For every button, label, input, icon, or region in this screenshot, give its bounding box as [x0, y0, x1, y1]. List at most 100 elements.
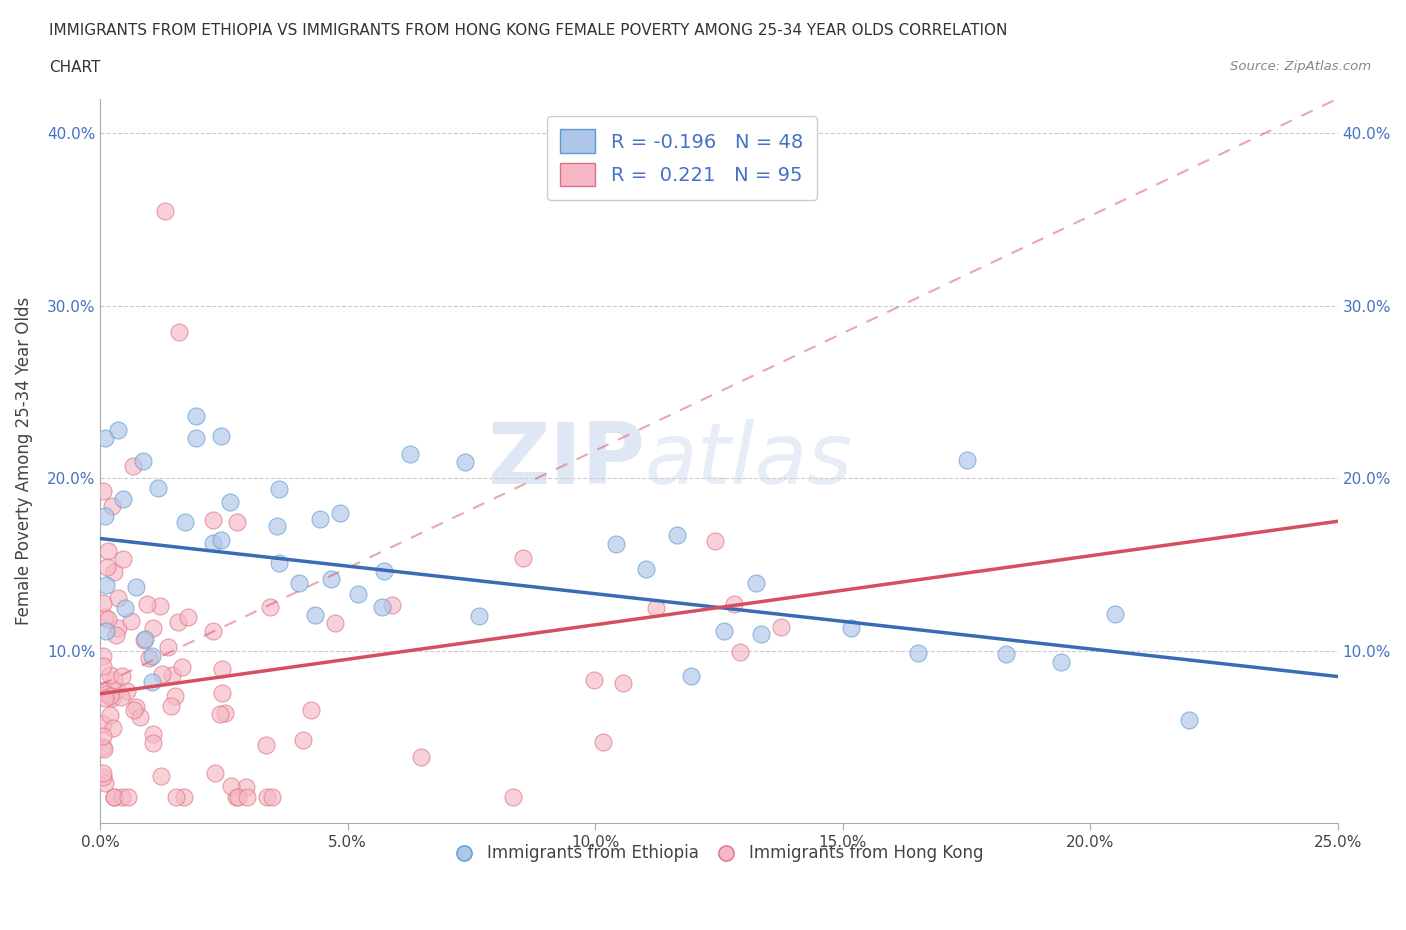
Point	[202, 624, 225, 639]
Point	[150, 769, 173, 784]
Point	[704, 534, 727, 549]
Point	[163, 689, 186, 704]
Point	[91, 770, 114, 785]
Point	[214, 706, 236, 721]
Point	[769, 619, 792, 634]
Point	[582, 672, 605, 687]
Point	[329, 506, 352, 521]
Point	[177, 609, 200, 624]
Point	[91, 739, 114, 754]
Point	[96, 560, 118, 575]
Point	[204, 766, 226, 781]
Point	[288, 576, 311, 591]
Point	[91, 728, 114, 743]
Point	[122, 702, 145, 717]
Point	[994, 647, 1017, 662]
Point	[201, 535, 224, 550]
Point	[111, 669, 134, 684]
Point	[149, 599, 172, 614]
Text: Source: ZipAtlas.com: Source: ZipAtlas.com	[1230, 60, 1371, 73]
Point	[723, 596, 745, 611]
Point	[96, 686, 118, 701]
Point	[105, 628, 128, 643]
Point	[173, 790, 195, 804]
Point	[468, 609, 491, 624]
Point	[299, 702, 322, 717]
Point	[225, 790, 247, 804]
Point	[1049, 655, 1071, 670]
Point	[907, 645, 929, 660]
Point	[202, 512, 225, 527]
Point	[134, 631, 156, 646]
Point	[117, 790, 139, 804]
Point	[125, 579, 148, 594]
Point	[292, 733, 315, 748]
Point	[346, 587, 368, 602]
Point	[184, 430, 207, 445]
Point	[97, 612, 120, 627]
Point	[103, 672, 125, 687]
Point	[98, 668, 121, 683]
Point	[146, 481, 169, 496]
Point	[135, 596, 157, 611]
Point	[132, 454, 155, 469]
Point	[93, 683, 115, 698]
Point	[370, 599, 392, 614]
Point	[91, 649, 114, 664]
Point	[94, 775, 117, 790]
Text: IMMIGRANTS FROM ETHIOPIA VS IMMIGRANTS FROM HONG KONG FEMALE POVERTY AMONG 25-34: IMMIGRANTS FROM ETHIOPIA VS IMMIGRANTS F…	[49, 23, 1008, 38]
Point	[211, 685, 233, 700]
Point	[267, 555, 290, 570]
Point	[150, 667, 173, 682]
Point	[91, 483, 114, 498]
Point	[122, 458, 145, 473]
Point	[98, 708, 121, 723]
Point	[97, 544, 120, 559]
Point	[209, 429, 232, 444]
Point	[612, 676, 634, 691]
Point	[749, 627, 772, 642]
Point	[93, 742, 115, 757]
Point	[1178, 712, 1201, 727]
Point	[502, 790, 524, 804]
Point	[93, 691, 115, 706]
Point	[634, 562, 657, 577]
Point	[142, 621, 165, 636]
Point	[94, 610, 117, 625]
Point	[211, 662, 233, 677]
Legend: Immigrants from Ethiopia, Immigrants from Hong Kong: Immigrants from Ethiopia, Immigrants fro…	[447, 838, 990, 870]
Point	[208, 707, 231, 722]
Point	[166, 615, 188, 630]
Point	[381, 598, 404, 613]
Point	[138, 650, 160, 665]
Point	[170, 659, 193, 674]
Point	[103, 790, 125, 804]
Point	[267, 482, 290, 497]
Point	[91, 658, 114, 673]
Point	[169, 325, 191, 339]
Point	[141, 727, 163, 742]
Point	[745, 575, 768, 590]
Point	[153, 204, 176, 219]
Point	[94, 431, 117, 445]
Point	[142, 736, 165, 751]
Point	[304, 607, 326, 622]
Point	[592, 735, 614, 750]
Point	[112, 491, 135, 506]
Point	[165, 790, 187, 804]
Point	[259, 599, 281, 614]
Point	[256, 790, 278, 804]
Point	[254, 737, 277, 752]
Point	[173, 514, 195, 529]
Text: atlas: atlas	[645, 419, 852, 502]
Point	[125, 699, 148, 714]
Point	[605, 536, 627, 551]
Point	[156, 640, 179, 655]
Point	[107, 591, 129, 605]
Point	[218, 495, 240, 510]
Point	[120, 614, 142, 629]
Point	[319, 572, 342, 587]
Point	[111, 790, 134, 804]
Point	[373, 564, 395, 578]
Point	[132, 633, 155, 648]
